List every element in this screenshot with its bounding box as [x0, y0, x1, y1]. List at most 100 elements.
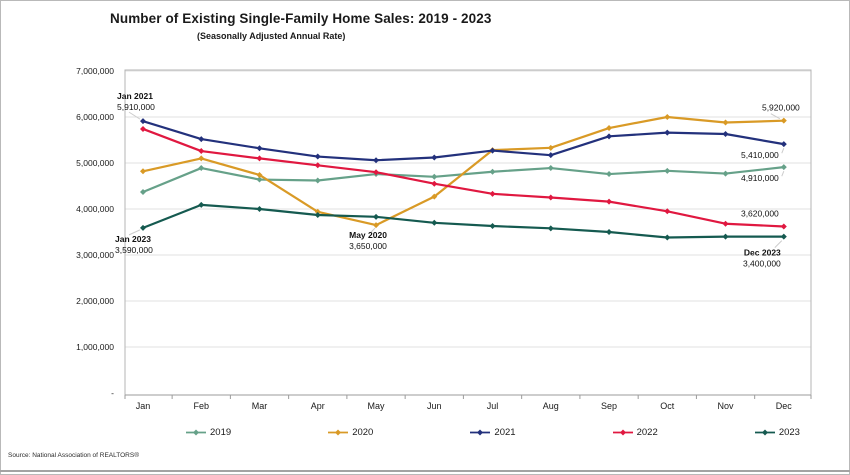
- data-point-marker: [780, 141, 787, 148]
- data-point-marker: [373, 222, 380, 229]
- data-point-marker: [198, 201, 205, 208]
- series-line-2023: [142, 203, 784, 239]
- y-axis-label: 2,000,000: [76, 296, 114, 306]
- data-point-marker: [664, 167, 671, 174]
- data-point-marker: [140, 224, 146, 231]
- annotation-leader-line: [774, 240, 783, 248]
- data-point-marker: [431, 180, 438, 187]
- x-axis-label: Mar: [252, 401, 268, 411]
- legend: 2019 2020 2021 2022 2023: [185, 427, 800, 438]
- page-title: Number of Existing Single-Family Home Sa…: [110, 11, 492, 26]
- y-axis-label: 3,000,000: [76, 250, 114, 260]
- annotation-label: 5,410,000: [741, 150, 779, 160]
- data-point-marker: [256, 206, 263, 212]
- annotation-leader-line: [781, 170, 785, 177]
- data-point-marker: [198, 136, 205, 143]
- legend-label: 2021: [494, 427, 516, 438]
- annotation-label: Jan 2021: [117, 91, 153, 101]
- legend-marker-icon: [186, 429, 206, 436]
- data-point-marker: [664, 114, 671, 120]
- data-point-marker: [780, 223, 787, 230]
- sales-line-chart: 1,000,000 2,000,000 3,000,000 4,000,000 5,00…: [76, 66, 812, 411]
- source-note: Source: National Association of REALTORS…: [8, 452, 139, 459]
- data-point-marker: [431, 219, 438, 226]
- x-axis-label: Jun: [427, 401, 442, 411]
- data-point-marker: [722, 220, 729, 227]
- data-point-marker: [140, 168, 146, 175]
- data-point-marker: [314, 162, 321, 169]
- annotation-label: 5,920,000: [762, 103, 800, 113]
- data-point-marker: [722, 131, 729, 138]
- data-point-marker: [431, 173, 438, 180]
- y-axis-label: -: [111, 388, 114, 398]
- x-axis-label: Oct: [660, 401, 675, 411]
- legend-marker-icon: [470, 429, 491, 436]
- x-axis-label: Sep: [601, 401, 617, 411]
- legend-label: 2019: [210, 427, 232, 438]
- annotation-label: 3,590,000: [115, 245, 153, 255]
- data-point-marker: [314, 208, 321, 215]
- legend-marker-icon: [328, 429, 349, 436]
- data-point-marker: [547, 194, 554, 201]
- data-point-marker: [314, 211, 321, 218]
- data-point-marker: [547, 225, 554, 232]
- data-point-marker: [431, 154, 438, 161]
- data-point-marker: [664, 234, 671, 241]
- annotation-leader-line: [369, 227, 376, 234]
- y-axis-label: 6,000,000: [76, 112, 114, 122]
- y-axis-label: 7,000,000: [76, 66, 114, 76]
- annotation-leader-line: [128, 111, 141, 120]
- annotation-label: Dec 2023: [744, 248, 781, 258]
- series-line-2022: [142, 127, 784, 228]
- data-point-marker: [373, 169, 380, 176]
- data-point-marker: [198, 148, 205, 155]
- data-point-marker: [722, 119, 729, 126]
- annotation-label: Jan 2023: [115, 234, 151, 244]
- data-point-marker: [489, 168, 496, 175]
- legend-label: 2022: [636, 427, 658, 438]
- data-point-marker: [606, 229, 613, 235]
- bottom-divider: [0, 470, 850, 472]
- legend-marker-icon: [754, 429, 775, 436]
- annotation-label: May 2020: [349, 230, 387, 240]
- annotation-leader-line: [128, 229, 141, 236]
- data-point-marker: [198, 155, 205, 162]
- legend-item-2021: 2021: [469, 427, 516, 438]
- data-point-marker: [780, 233, 787, 240]
- data-point-marker: [314, 177, 321, 184]
- data-point-marker: [140, 188, 146, 195]
- data-point-marker: [373, 157, 380, 164]
- data-point-marker: [314, 153, 321, 160]
- page-subtitle: (Seasonally Adjusted Annual Rate): [197, 31, 346, 41]
- data-point-marker: [722, 233, 729, 240]
- annotation-label: 3,400,000: [743, 259, 781, 269]
- data-point-marker: [547, 165, 554, 172]
- annotation-label: 3,650,000: [349, 241, 387, 251]
- x-axis-label: Apr: [311, 401, 325, 411]
- data-point-marker: [664, 129, 671, 136]
- data-point-marker: [256, 171, 263, 178]
- annotation-label: 5,910,000: [117, 102, 155, 112]
- x-axis-label: Aug: [543, 401, 559, 411]
- annotation-leader-line: [781, 147, 785, 154]
- data-point-marker: [140, 118, 146, 125]
- x-axis-label: Nov: [718, 401, 735, 411]
- legend-item-2019: 2019: [185, 427, 231, 438]
- x-axis-label: Jul: [487, 401, 499, 411]
- data-point-marker: [664, 208, 671, 215]
- data-point-marker: [431, 193, 438, 200]
- data-point-marker: [547, 152, 554, 159]
- x-axis-label: Jan: [136, 401, 151, 411]
- y-axis-label: 5,000,000: [76, 158, 114, 168]
- data-point-marker: [489, 147, 496, 154]
- data-point-marker: [722, 170, 729, 177]
- annotation-label: 3,620,000: [741, 208, 779, 218]
- series-line-2020: [142, 115, 784, 227]
- data-point-marker: [198, 165, 205, 172]
- y-axis-label: 1,000,000: [76, 342, 114, 352]
- data-point-marker: [373, 213, 380, 220]
- x-axis-label: May: [368, 401, 386, 411]
- legend-label: 2023: [778, 427, 800, 438]
- legend-item-2022: 2022: [612, 427, 658, 438]
- data-point-marker: [256, 145, 263, 152]
